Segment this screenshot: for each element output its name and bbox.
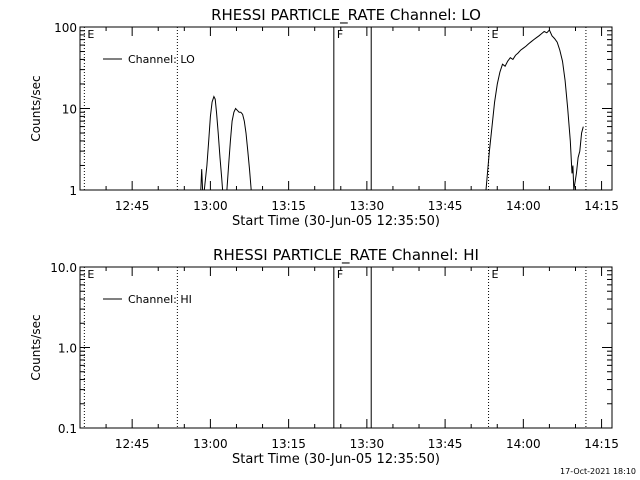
legend-label: Channel: LO <box>128 53 195 66</box>
x-tick-label: 13:45 <box>428 199 463 213</box>
x-tick-label: 12:45 <box>115 437 150 451</box>
y-tick-label: 0.1 <box>58 422 77 436</box>
marker-label: E <box>492 28 499 41</box>
chart-title: RHESSI PARTICLE_RATE Channel: HI <box>213 246 479 265</box>
legend-label: Channel: HI <box>128 293 192 306</box>
marker-label: F <box>337 28 343 41</box>
footer-timestamp: 17-Oct-2021 18:10 <box>560 467 636 476</box>
chart-title: RHESSI PARTICLE_RATE Channel: LO <box>211 6 481 25</box>
x-tick-label: 12:45 <box>115 199 150 213</box>
x-tick-label: 13:30 <box>350 437 385 451</box>
marker-label: F <box>337 268 343 281</box>
x-tick-label: 13:30 <box>350 199 385 213</box>
marker-label: E <box>492 268 499 281</box>
y-tick-label: 10.0 <box>50 261 77 275</box>
x-tick-label: 13:45 <box>428 437 463 451</box>
marker-label: E <box>87 268 94 281</box>
marker-label: E <box>87 28 94 41</box>
y-tick-label: 1.0 <box>58 342 77 356</box>
y-axis-label: Counts/sec <box>29 75 43 141</box>
x-tick-label: 14:15 <box>584 199 619 213</box>
chart-panel-1: RHESSI PARTICLE_RATE Channel: LO E F E 12:45… <box>29 6 619 229</box>
x-axis-label: Start Time (30-Jun-05 12:35:50) <box>232 452 440 467</box>
x-tick-label: 13:00 <box>193 437 228 451</box>
x-tick-label: 14:15 <box>584 437 619 451</box>
series-line <box>200 29 584 191</box>
y-tick-label: 1 <box>69 184 77 198</box>
x-tick-label: 14:00 <box>506 199 541 213</box>
x-tick-label: 14:00 <box>506 437 541 451</box>
x-tick-label: 13:15 <box>271 199 306 213</box>
x-tick-label: 13:00 <box>193 199 228 213</box>
y-axis-label: Counts/sec <box>29 314 43 380</box>
y-tick-label: 10 <box>62 103 77 117</box>
y-tick-label: 100 <box>54 21 77 35</box>
x-axis-label: Start Time (30-Jun-05 12:35:50) <box>232 214 440 229</box>
x-tick-label: 13:15 <box>271 437 306 451</box>
chart-panel-2: RHESSI PARTICLE_RATE Channel: HI E F E 12:45… <box>29 246 619 467</box>
